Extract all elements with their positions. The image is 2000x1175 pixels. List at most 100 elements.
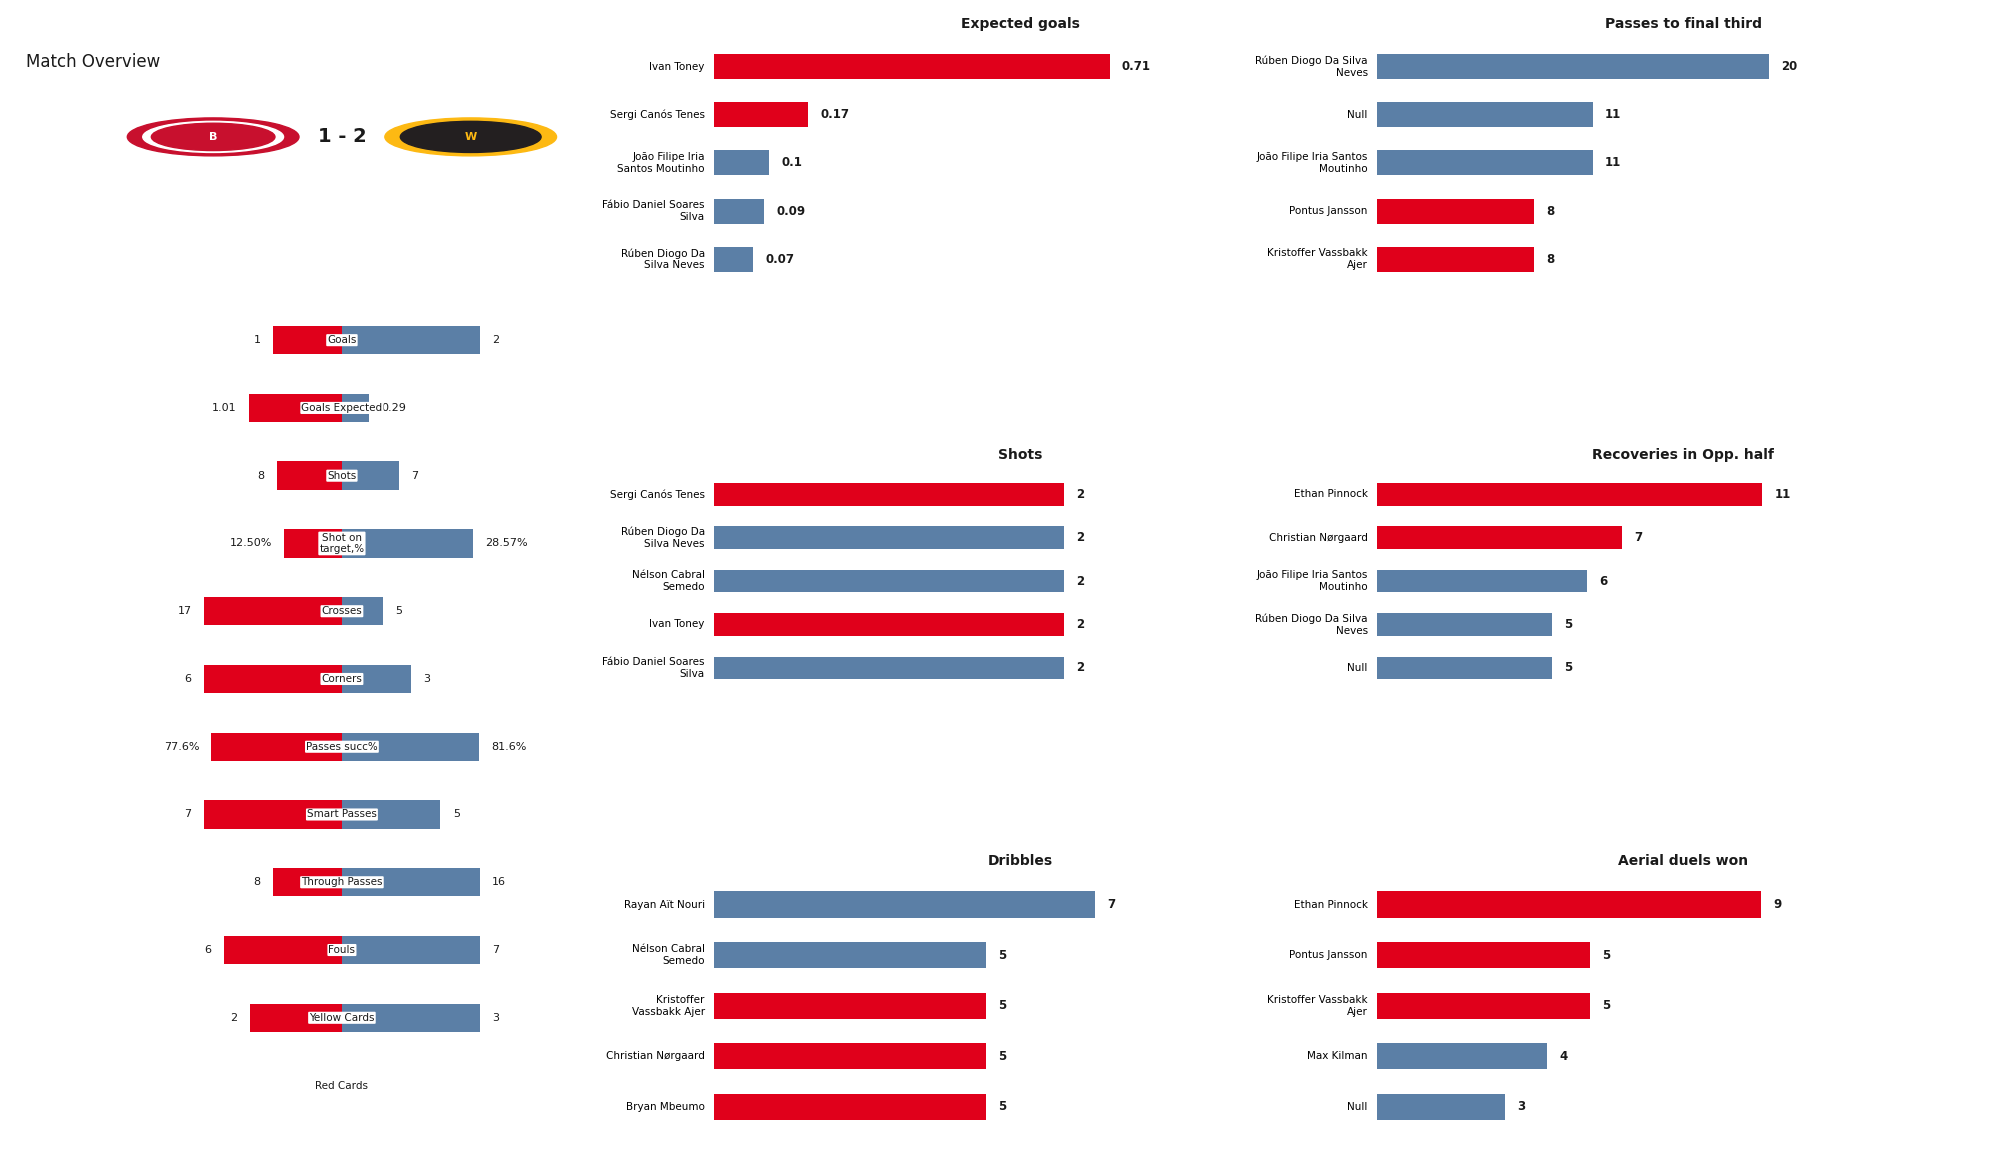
Text: Passes succ%: Passes succ%	[306, 741, 378, 752]
Bar	[1376, 657, 1552, 679]
Bar	[714, 570, 1064, 592]
Bar	[714, 150, 770, 175]
Circle shape	[142, 121, 284, 153]
Text: 77.6%: 77.6%	[164, 741, 200, 752]
Text: 16: 16	[492, 878, 506, 887]
Text: 0: 0	[322, 1081, 330, 1090]
Bar	[714, 483, 1064, 505]
Bar	[1376, 247, 1534, 271]
Text: 2: 2	[1076, 575, 1084, 588]
Text: Crosses: Crosses	[322, 606, 362, 616]
Text: 8: 8	[258, 471, 264, 481]
Bar	[714, 1043, 986, 1069]
Text: 7: 7	[184, 810, 192, 819]
Bar	[224, 935, 342, 965]
Text: 1.01: 1.01	[212, 403, 236, 412]
Bar	[714, 247, 752, 271]
Title: Recoveries in Opp. half: Recoveries in Opp. half	[1592, 449, 1774, 462]
Text: 5: 5	[998, 948, 1006, 961]
Bar	[1376, 150, 1592, 175]
Text: 8: 8	[1546, 253, 1554, 266]
Text: 11: 11	[1604, 108, 1622, 121]
Text: 6: 6	[184, 674, 192, 684]
Title: Passes to final third: Passes to final third	[1604, 18, 1762, 32]
Bar	[342, 597, 382, 625]
Text: 5: 5	[1564, 662, 1572, 674]
Bar	[342, 1003, 480, 1032]
Text: 20: 20	[1782, 60, 1798, 73]
Bar	[272, 325, 342, 355]
Text: Corners: Corners	[322, 674, 362, 684]
Text: 12.50%: 12.50%	[230, 538, 272, 549]
Bar	[204, 800, 342, 828]
Bar	[204, 597, 342, 625]
Text: Goals Expected: Goals Expected	[302, 403, 382, 412]
Text: 81.6%: 81.6%	[492, 741, 526, 752]
Bar	[342, 462, 398, 490]
Text: 0.17: 0.17	[820, 108, 850, 121]
Text: 9: 9	[1772, 898, 1782, 911]
Bar	[1376, 199, 1534, 223]
Bar	[342, 529, 474, 558]
Bar	[250, 394, 342, 422]
Bar	[1376, 942, 1590, 968]
Text: W: W	[464, 132, 476, 142]
Bar	[342, 394, 368, 422]
Bar	[1376, 1043, 1548, 1069]
Bar	[342, 732, 480, 761]
Text: Through Passes: Through Passes	[302, 878, 382, 887]
Bar	[284, 529, 342, 558]
Text: 4: 4	[1560, 1049, 1568, 1063]
Text: 0.71: 0.71	[1122, 60, 1150, 73]
Bar	[714, 657, 1064, 679]
Text: 6: 6	[204, 945, 212, 955]
Bar	[342, 800, 440, 828]
Bar	[714, 526, 1064, 549]
Text: Yellow Cards: Yellow Cards	[310, 1013, 374, 1022]
Text: 2: 2	[492, 335, 500, 345]
Text: 2: 2	[1076, 618, 1084, 631]
Text: 17: 17	[178, 606, 192, 616]
Bar	[714, 942, 986, 968]
Text: 8: 8	[254, 878, 260, 887]
Bar	[204, 665, 342, 693]
Bar	[714, 102, 808, 127]
Text: Fouls: Fouls	[328, 945, 356, 955]
Text: 0.1: 0.1	[782, 156, 802, 169]
Text: 3: 3	[424, 674, 430, 684]
Bar	[714, 1094, 986, 1120]
Text: 3: 3	[492, 1013, 500, 1022]
Bar	[714, 892, 1096, 918]
Text: 1 - 2: 1 - 2	[318, 127, 366, 147]
Circle shape	[384, 118, 556, 156]
Circle shape	[128, 118, 300, 156]
Circle shape	[152, 123, 274, 150]
Text: 8: 8	[1546, 204, 1554, 217]
Text: Red Cards: Red Cards	[316, 1081, 368, 1090]
Bar	[1376, 54, 1770, 79]
Text: 5: 5	[1564, 618, 1572, 631]
Title: Expected goals: Expected goals	[960, 18, 1080, 32]
Text: 7: 7	[1108, 898, 1116, 911]
Bar	[342, 325, 480, 355]
Text: 7: 7	[412, 471, 418, 481]
Text: 0.09: 0.09	[776, 204, 806, 217]
Circle shape	[400, 121, 542, 153]
Text: 11: 11	[1604, 156, 1622, 169]
Bar	[1376, 1094, 1504, 1120]
Bar	[278, 462, 342, 490]
Text: 0.29: 0.29	[380, 403, 406, 412]
Bar	[1376, 570, 1588, 592]
Bar	[714, 199, 764, 223]
Bar	[1376, 993, 1590, 1019]
Title: Aerial duels won: Aerial duels won	[1618, 854, 1748, 868]
Bar	[272, 868, 342, 897]
Text: 5: 5	[998, 1049, 1006, 1063]
Title: Dribbles: Dribbles	[988, 854, 1052, 868]
Bar	[1376, 102, 1592, 127]
Text: Smart Passes: Smart Passes	[306, 810, 376, 819]
Bar	[714, 993, 986, 1019]
Text: 1: 1	[254, 335, 260, 345]
Text: 11: 11	[1774, 488, 1790, 501]
Bar	[1376, 892, 1760, 918]
